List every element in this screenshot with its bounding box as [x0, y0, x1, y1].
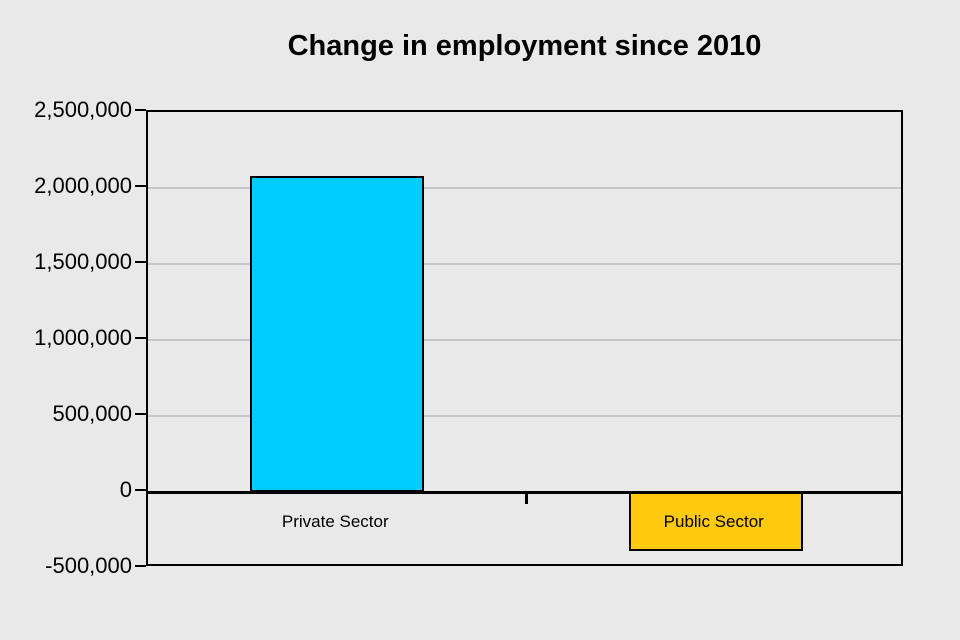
- y-axis-tick: [135, 185, 146, 187]
- bar-public-sector: [628, 492, 803, 552]
- gridline: [148, 339, 901, 341]
- y-axis-tick: [135, 337, 146, 339]
- y-axis-tick-label: 1,000,000: [34, 325, 132, 350]
- y-axis-tick-label: 0: [119, 477, 132, 502]
- y-axis-tick: [135, 109, 146, 111]
- y-axis-tick: [135, 413, 146, 415]
- y-axis-tick-label: -500,000: [45, 553, 132, 578]
- gridline: [148, 263, 901, 265]
- zero-axis-line: [148, 491, 901, 494]
- gridline: [148, 415, 901, 417]
- category-label-public-sector: Public Sector: [663, 512, 764, 531]
- y-axis-tick-label: 2,500,000: [34, 97, 132, 122]
- y-axis-tick-label: 500,000: [52, 401, 132, 426]
- category-axis-tick: [525, 491, 528, 504]
- y-axis-tick: [135, 565, 146, 567]
- bar-private-sector: [250, 175, 425, 492]
- y-axis-tick: [135, 261, 146, 263]
- category-label-private-sector: Private Sector: [281, 512, 389, 531]
- plot-area: [146, 110, 903, 566]
- chart-title: Change in employment since 2010: [287, 30, 762, 62]
- y-axis-tick: [135, 489, 146, 491]
- gridline: [148, 187, 901, 189]
- y-axis-tick-label: 1,500,000: [34, 249, 132, 274]
- y-axis-tick-label: 2,000,000: [34, 173, 132, 198]
